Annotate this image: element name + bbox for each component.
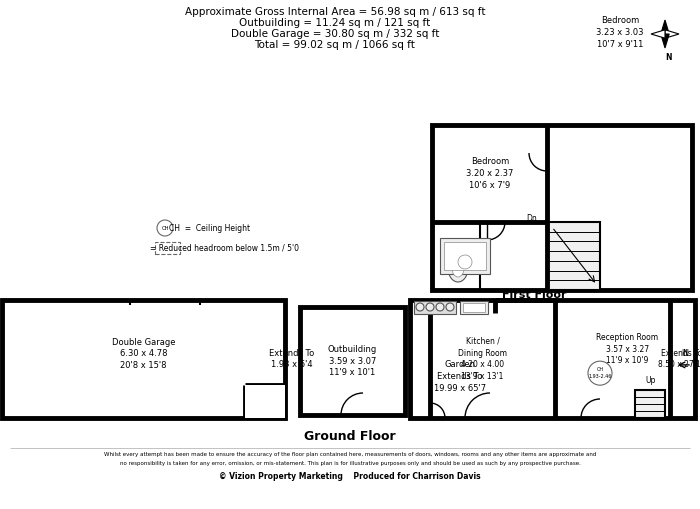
Text: © Vizion Property Marketing    Produced for Charrison Davis: © Vizion Property Marketing Produced for… [219, 472, 481, 481]
Circle shape [426, 303, 434, 311]
Circle shape [446, 303, 454, 311]
Circle shape [588, 361, 612, 385]
Circle shape [157, 220, 173, 236]
Bar [432, 125, 692, 290]
Text: Extends To
1.93 x 6'4: Extends To 1.93 x 6'4 [270, 349, 314, 370]
Text: Reception Room
3.57 x 3.27
11'9 x 10'9: Reception Room 3.57 x 3.27 11'9 x 10'9 [596, 333, 659, 365]
Text: CH
1.93-2.46: CH 1.93-2.46 [588, 367, 612, 379]
Bar [547, 222, 600, 290]
Bar [2, 300, 285, 418]
Text: Ground Floor: Ground Floor [304, 430, 395, 443]
Bar [300, 307, 405, 415]
Bar [444, 242, 486, 270]
Circle shape [436, 303, 444, 311]
Text: Total = 99.02 sq m / 1066 sq ft: Total = 99.02 sq m / 1066 sq ft [255, 40, 415, 50]
Text: = Reduced headroom below 1.5m / 5'0: = Reduced headroom below 1.5m / 5'0 [150, 243, 300, 252]
Ellipse shape [448, 254, 468, 282]
Text: Double Garage = 30.80 sq m / 332 sq ft: Double Garage = 30.80 sq m / 332 sq ft [231, 29, 439, 39]
Bar [414, 301, 456, 314]
Text: Extends To
8.50 x 27'11: Extends To 8.50 x 27'11 [658, 349, 700, 370]
Text: Garden
Extends To
19.99 x 65'7: Garden Extends To 19.99 x 65'7 [434, 360, 486, 393]
Polygon shape [661, 34, 669, 48]
Text: Whilst every attempt has been made to ensure the accuracy of the floor plan cont: Whilst every attempt has been made to en… [104, 452, 596, 457]
Text: Double Garage
6.30 x 4.78
20'8 x 15'8: Double Garage 6.30 x 4.78 20'8 x 15'8 [112, 337, 175, 371]
Text: Outbuilding = 11.24 sq m / 121 sq ft: Outbuilding = 11.24 sq m / 121 sq ft [239, 18, 430, 28]
Bar [463, 303, 485, 312]
Bar [635, 390, 665, 418]
Text: Approximate Gross Internal Area = 56.98 sq m / 613 sq ft: Approximate Gross Internal Area = 56.98 … [185, 7, 485, 17]
Text: Bedroom
3.23 x 3.03
10'7 x 9'11: Bedroom 3.23 x 3.03 10'7 x 9'11 [596, 16, 644, 49]
Text: Kitchen /
Dining Room
4.20 x 4.00
13'9 x 13'1: Kitchen / Dining Room 4.20 x 4.00 13'9 x… [458, 337, 507, 381]
Circle shape [416, 303, 424, 311]
Polygon shape [651, 30, 665, 38]
Text: N: N [665, 53, 671, 62]
Bar [155, 242, 180, 254]
Text: Up: Up [646, 376, 656, 385]
Text: CH: CH [161, 225, 169, 231]
Text: CH  =  Ceiling Height: CH = Ceiling Height [169, 223, 251, 233]
Polygon shape [665, 30, 679, 38]
Text: IN: IN [681, 349, 689, 358]
Ellipse shape [452, 259, 464, 277]
Bar [440, 238, 490, 274]
Text: no responsibility is taken for any error, omission, or mis-statement. This plan : no responsibility is taken for any error… [120, 461, 580, 466]
Text: Outbuilding
3.59 x 3.07
11'9 x 10'1: Outbuilding 3.59 x 3.07 11'9 x 10'1 [328, 345, 377, 377]
Bar [410, 300, 695, 418]
Text: Bedroom
3.20 x 2.37
10'6 x 7'9: Bedroom 3.20 x 2.37 10'6 x 7'9 [466, 157, 514, 190]
Bar [245, 385, 285, 418]
Text: First Floor: First Floor [502, 290, 566, 300]
Text: Dn: Dn [526, 213, 537, 222]
Circle shape [458, 255, 472, 269]
Polygon shape [661, 20, 669, 34]
Bar [460, 301, 488, 314]
